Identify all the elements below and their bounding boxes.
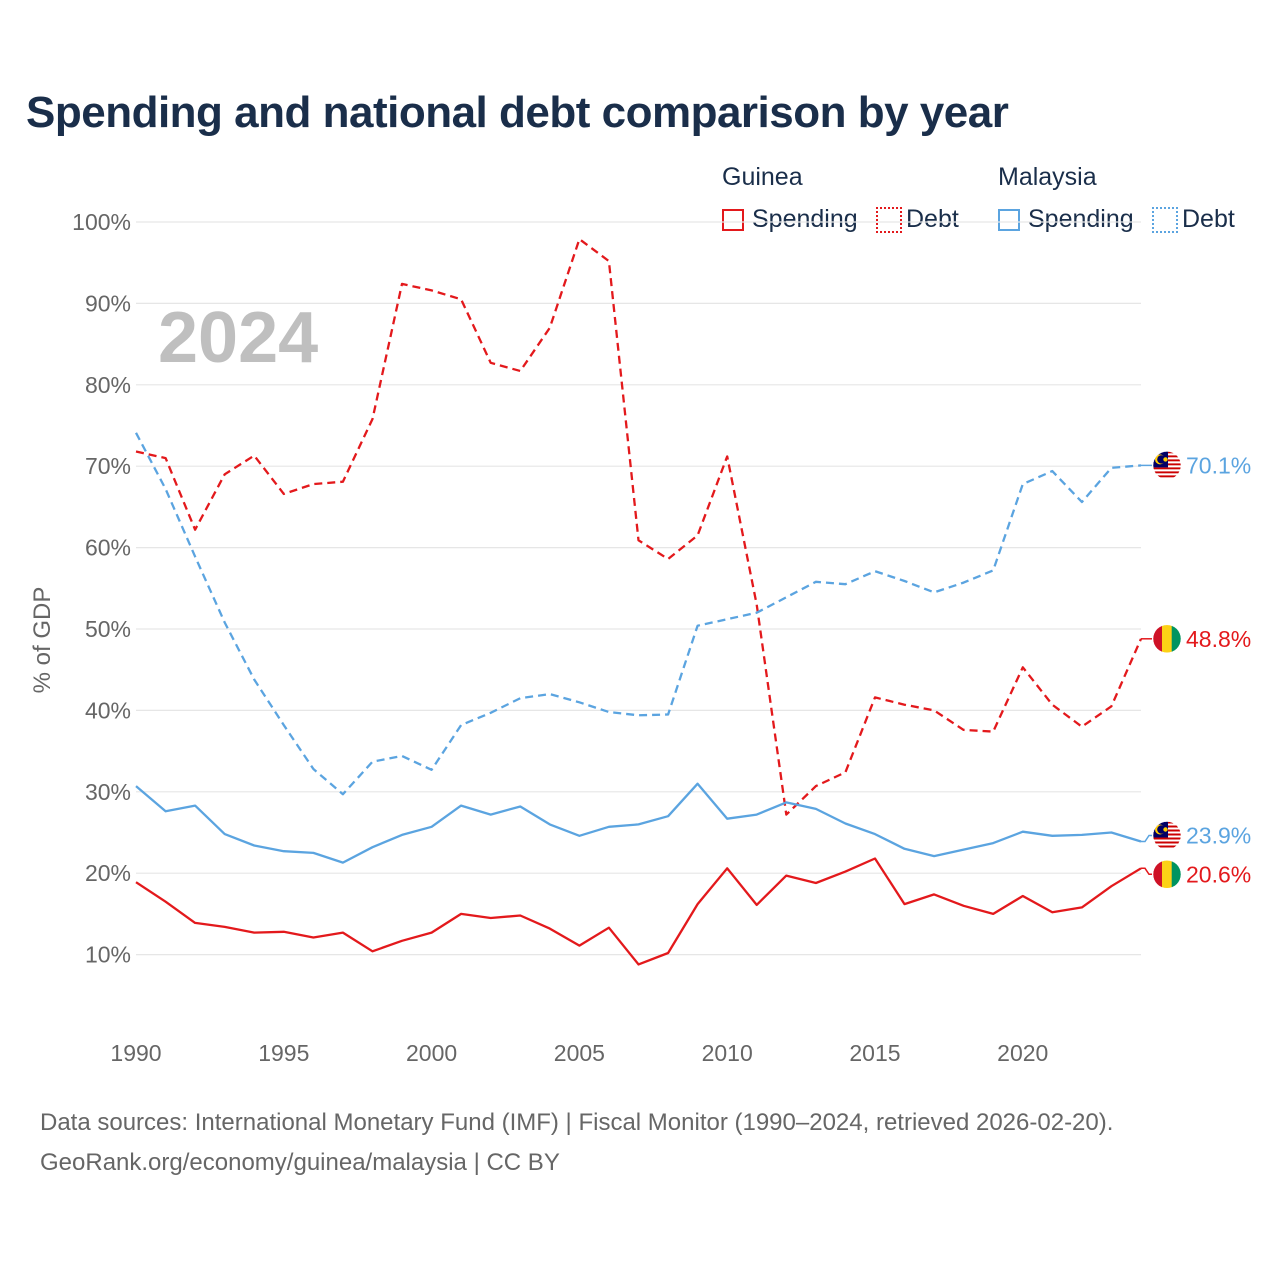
y-tick-label: 80% bbox=[85, 372, 131, 398]
y-tick-label: 20% bbox=[85, 860, 131, 886]
end-value-label: 20.6% bbox=[1186, 861, 1251, 887]
guinea-spending-line bbox=[135, 857, 1142, 966]
malaysia-spending-end-marker: 23.9% bbox=[1141, 821, 1251, 850]
end-connector bbox=[1141, 834, 1152, 843]
malaysia-flag-icon bbox=[1152, 821, 1182, 850]
malaysia-spending-line bbox=[135, 782, 1142, 864]
chart-title: Spending and national debt comparison by… bbox=[26, 88, 1009, 137]
legend-guinea-debt[interactable]: Debt bbox=[876, 205, 959, 234]
legend-guinea-spending[interactable]: Spending bbox=[722, 205, 858, 234]
y-tick-label: 10% bbox=[85, 942, 131, 968]
y-tick-label: 70% bbox=[85, 453, 131, 479]
malaysia-flag-icon bbox=[1152, 451, 1182, 480]
x-tick-label: 2020 bbox=[997, 1040, 1048, 1066]
y-tick-label: 60% bbox=[85, 535, 131, 561]
end-connector bbox=[1141, 867, 1152, 876]
end-value-label: 23.9% bbox=[1186, 823, 1251, 849]
footer-attribution: GeoRank.org/economy/guinea/malaysia | CC… bbox=[40, 1149, 560, 1176]
y-tick-label: 40% bbox=[85, 697, 131, 723]
y-tick-label: 90% bbox=[85, 290, 131, 316]
x-tick-label: 1990 bbox=[110, 1040, 161, 1066]
y-axis-label: % of GDP bbox=[29, 587, 56, 694]
y-tick-label: 100% bbox=[72, 209, 131, 235]
grid-lines bbox=[136, 221, 1141, 956]
guinea-flag-icon bbox=[1152, 860, 1182, 889]
legend-swatch-malaysia-debt bbox=[1152, 206, 1178, 233]
series-lines bbox=[134, 237, 1143, 966]
malaysia-debt-end-marker: 70.1% bbox=[1141, 451, 1251, 480]
end-value-label: 70.1% bbox=[1186, 452, 1251, 478]
legend-malaysia-debt[interactable]: Debt bbox=[1152, 205, 1235, 234]
legend-group-guinea: Guinea bbox=[722, 163, 803, 191]
legend-malaysia-spending[interactable]: Spending bbox=[998, 205, 1134, 234]
legend-label-guinea-spending: Spending bbox=[752, 205, 858, 233]
legend-label-malaysia-debt: Debt bbox=[1182, 205, 1235, 233]
legend-swatch-malaysia-spending bbox=[998, 208, 1020, 231]
x-axis-ticks: 1990 1995 2000 2005 2010 2015 2020 bbox=[110, 1040, 1048, 1066]
x-tick-label: 2015 bbox=[849, 1040, 900, 1066]
guinea-debt-line bbox=[135, 237, 1143, 816]
footer-sources: Data sources: International Monetary Fun… bbox=[40, 1109, 1114, 1136]
legend-swatch-guinea-debt bbox=[876, 206, 902, 233]
x-tick-label: 2000 bbox=[406, 1040, 457, 1066]
legend-group-malaysia: Malaysia bbox=[998, 163, 1097, 191]
y-tick-label: 30% bbox=[85, 779, 131, 805]
x-tick-label: 2010 bbox=[702, 1040, 753, 1066]
legend-label-malaysia-spending: Spending bbox=[1028, 205, 1134, 233]
year-watermark: 2024 bbox=[158, 298, 318, 378]
malaysia-debt-line bbox=[134, 432, 1142, 796]
guinea-flag-icon bbox=[1152, 624, 1182, 654]
end-value-label: 48.8% bbox=[1186, 626, 1251, 652]
legend-swatch-guinea-spending bbox=[722, 208, 744, 231]
x-tick-label: 2005 bbox=[554, 1040, 605, 1066]
end-markers: 48.8% 70.1% 23.9% 20.6% bbox=[1141, 451, 1251, 889]
legend-label-guinea-debt: Debt bbox=[906, 205, 959, 233]
guinea-debt-end-marker: 48.8% bbox=[1141, 624, 1251, 654]
x-tick-label: 1995 bbox=[258, 1040, 309, 1066]
y-tick-label: 50% bbox=[85, 616, 131, 642]
y-axis-ticks: 10% 20% 30% 40% 50% 60% 70% 80% 90% 100% bbox=[72, 209, 131, 968]
guinea-spending-end-marker: 20.6% bbox=[1141, 860, 1251, 889]
